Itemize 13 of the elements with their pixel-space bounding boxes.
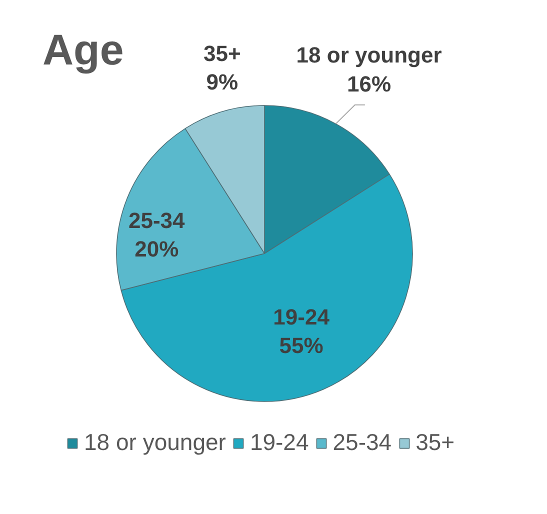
data-label: 55% <box>279 333 324 358</box>
slice-label: 35+ <box>204 40 241 66</box>
slice-label: 18 or younger <box>296 42 442 68</box>
data-label: 9% <box>206 69 238 94</box>
chart-title: Age <box>42 26 124 74</box>
legend-label: 25-34 <box>332 429 392 456</box>
data-label: 20% <box>134 236 179 262</box>
slice-label: 19-24 <box>273 304 330 330</box>
legend-label: 18 or younger <box>84 429 226 456</box>
legend-label: 35+ <box>416 429 455 456</box>
slice-label: 25-34 <box>128 208 186 233</box>
data-label: 16% <box>347 71 392 96</box>
legend-label: 19-24 <box>250 429 309 456</box>
